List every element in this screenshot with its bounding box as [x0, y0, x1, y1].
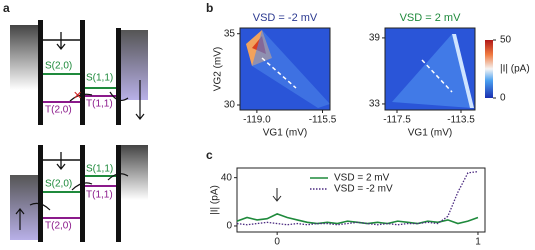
heatmap-feature: [252, 30, 330, 108]
barrier: [80, 20, 85, 125]
cross: ✕: [73, 90, 82, 102]
y-tick-label: 30: [224, 100, 236, 111]
lead: [10, 25, 38, 90]
chart-title: VSD = 2 mV: [400, 12, 461, 24]
level-label: S(2,0): [45, 179, 72, 190]
barrier: [38, 145, 43, 242]
y-tick-label: 0: [226, 221, 232, 232]
arrow: [56, 152, 66, 171]
x-tick-label: -113.5: [447, 115, 475, 126]
y-tick-label: 35: [224, 28, 236, 39]
arrow: [15, 173, 129, 230]
colorbar: [485, 40, 493, 98]
level-label: T(1,1): [86, 190, 113, 201]
barrier: [38, 20, 43, 125]
x-axis-label: VG1 (mV): [408, 128, 452, 139]
chart-title: VSD = -2 mV: [253, 12, 318, 24]
barrier: [116, 145, 121, 242]
x-tick-label: 1: [475, 237, 481, 248]
diagram-bottom: S(2,0) S(1,1) T(2,0) T(1,1): [10, 145, 148, 242]
level-label: T(1,1): [86, 99, 113, 110]
colorbar-label: |I| (pA): [500, 64, 530, 75]
x-tick-label: -115.5: [309, 115, 337, 126]
panel-label: c: [206, 148, 213, 162]
y-axis-label: VG2 (mV): [213, 47, 224, 91]
barrier: [80, 145, 85, 242]
y-axis-label: |I| (pA): [210, 185, 221, 215]
x-tick-label: 0: [274, 237, 280, 248]
barrier: [116, 28, 121, 125]
plot-frame: [236, 167, 486, 233]
legend-label: VSD = -2 mV: [334, 184, 393, 195]
cut-line: [421, 59, 453, 93]
panel-label: b: [206, 1, 213, 15]
level-label: T(2,0): [45, 221, 72, 232]
level-label: T(2,0): [45, 105, 72, 116]
plot-frame: [239, 27, 331, 111]
plot-frame: [384, 27, 476, 111]
arrow: [56, 32, 66, 51]
lead: [121, 145, 148, 200]
lead: [10, 175, 38, 240]
y-tick-label: 39: [369, 33, 381, 44]
colorbar-tick-label: 50: [500, 35, 512, 46]
y-tick-label: 40: [221, 172, 233, 183]
diagram-top: ✕ S(2,0) S(1,1) T(2,0) T(1,1): [10, 20, 148, 125]
y-tick-label: 33: [369, 99, 381, 110]
legend-label: VSD = 2 mV: [334, 173, 390, 184]
x-axis-label: VG1 (mV): [263, 128, 307, 139]
level-label: S(2,0): [45, 61, 72, 72]
heatmap-feature: [452, 34, 474, 108]
colorbar-tick-label: 0: [500, 93, 506, 104]
level-label: S(1,1): [86, 73, 113, 84]
x-tick-label: -117.5: [383, 115, 411, 126]
arrow: [69, 80, 145, 120]
lead: [121, 30, 148, 100]
series-line: [236, 170, 479, 226]
cut-line: [261, 57, 297, 89]
arrow: [272, 188, 282, 202]
x-tick-label: -119.0: [243, 115, 271, 126]
heatmap-image: [240, 28, 493, 110]
level-label: S(1,1): [86, 164, 113, 175]
panel-label: a: [3, 1, 10, 15]
